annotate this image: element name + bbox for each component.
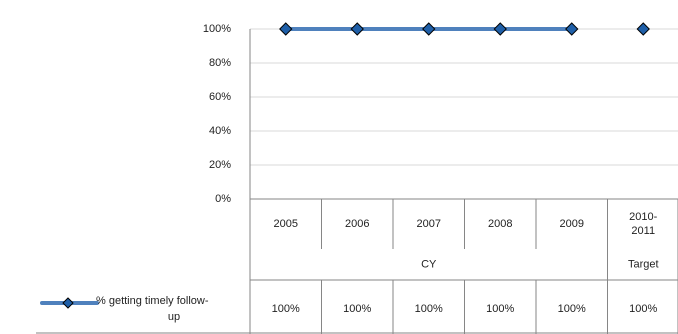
data-point-marker <box>350 22 364 36</box>
data-point-marker <box>493 22 507 36</box>
data-point-marker <box>279 22 293 36</box>
y-tick-label: 40% <box>209 125 231 137</box>
x-category-label: 2005 <box>274 218 298 230</box>
data-table-value: 100% <box>415 303 443 315</box>
x-category-label: 2011 <box>631 225 655 237</box>
x-category-label: 2007 <box>417 218 441 230</box>
legend-marker-key <box>62 297 74 309</box>
legend-label: % getting timely follow- <box>96 295 209 307</box>
y-tick-label: 20% <box>209 159 231 171</box>
y-tick-label: 80% <box>209 57 231 69</box>
x-group-label: CY <box>421 258 437 270</box>
data-point-marker <box>565 22 579 36</box>
data-table-value: 100% <box>558 303 586 315</box>
data-point-marker <box>422 22 436 36</box>
data-table-value: 100% <box>629 303 657 315</box>
y-tick-label: 0% <box>215 193 231 205</box>
y-tick-label: 100% <box>203 23 231 35</box>
data-table-value: 100% <box>272 303 300 315</box>
legend-label: up <box>168 311 180 323</box>
x-category-label: 2009 <box>560 218 584 230</box>
x-category-label: 2006 <box>345 218 369 230</box>
data-point-marker <box>636 22 650 36</box>
y-tick-label: 60% <box>209 91 231 103</box>
data-table-value: 100% <box>486 303 514 315</box>
data-table-value: 100% <box>343 303 371 315</box>
x-category-label: 2010- <box>629 211 657 223</box>
x-group-label: Target <box>628 258 659 270</box>
x-category-label: 2008 <box>488 218 512 230</box>
